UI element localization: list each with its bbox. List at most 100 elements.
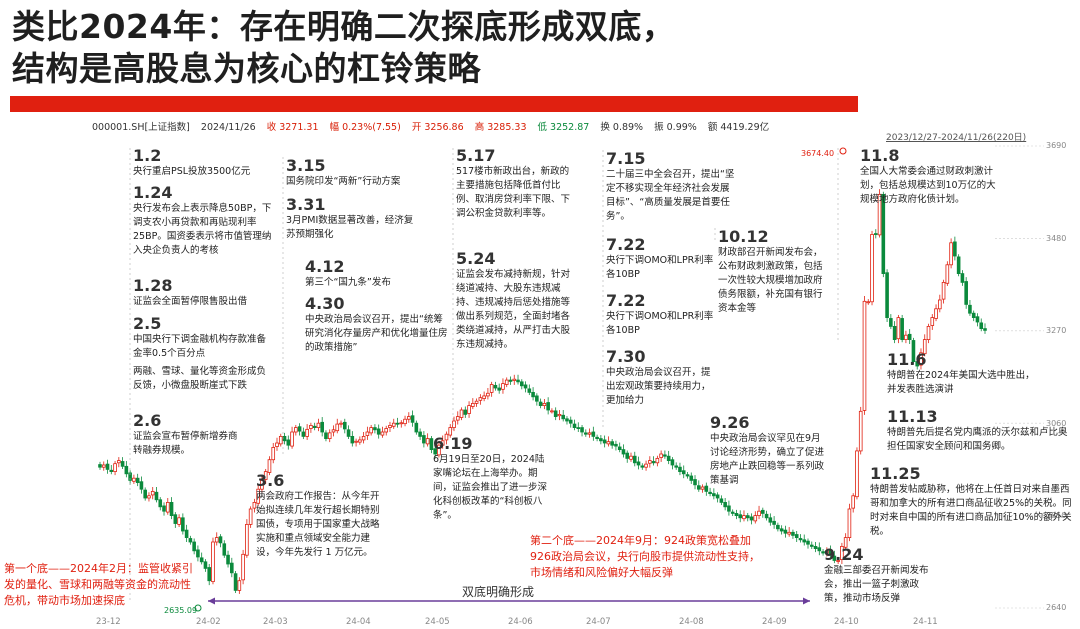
candle-body: [602, 439, 607, 444]
candle-body: [150, 490, 155, 496]
candle-body: [858, 410, 863, 452]
candle-body: [975, 316, 980, 323]
candle-body: [433, 448, 437, 455]
candle-body: [670, 459, 675, 466]
candle-body: [128, 472, 132, 481]
y-tick-label: 2640: [1046, 603, 1067, 612]
annotation-3-15: 3.15 国务院印发“两新”行动方案: [286, 156, 446, 189]
double-bottom-caption: 双底明确形成: [462, 585, 535, 599]
candle-body: [425, 438, 430, 445]
candle-body: [309, 424, 313, 429]
annotation-date: 5.17: [456, 146, 496, 165]
candle-body: [934, 308, 938, 319]
candle-body: [584, 432, 588, 435]
index-code: 000001.SH[上证指数]: [92, 122, 190, 133]
annotation-date: 4.30: [305, 294, 345, 313]
candle-body: [497, 387, 501, 391]
annotation-2-6: 2.6 证监会宣布暂停新增券商转融券规模。: [133, 411, 243, 458]
y-tick-label: 3480: [1046, 234, 1067, 243]
candle-body: [587, 432, 592, 435]
candle-body: [226, 554, 230, 565]
candle-body: [956, 256, 961, 275]
annotation-7-30: 7.30 中央政治局会议召开，提出宏观政策要持续用力，更加给力: [606, 347, 718, 408]
candle-body: [188, 538, 193, 543]
annotation-text: 全国人大常委会通过财政刺激计划，包括总规模达到10万亿的大规模地方政府化债计划。: [860, 166, 996, 205]
candle-body: [358, 439, 362, 443]
candle-body: [979, 322, 984, 330]
candle-body: [922, 339, 927, 355]
candle-body: [621, 449, 626, 455]
annotation-date: 1.24: [133, 183, 173, 202]
annotation-date: 4.12: [305, 257, 345, 276]
x-tick-label: 24-03: [263, 617, 288, 627]
candle-body: [512, 378, 517, 381]
candle-body: [907, 333, 912, 341]
candle-body: [245, 524, 249, 556]
candle-body: [493, 384, 498, 389]
candle-body: [817, 547, 822, 552]
candle-body: [527, 388, 532, 393]
candle-body: [595, 436, 599, 439]
annotation-11-6: 11.6 特朗普在2024年美国大选中胜出，并发表胜选演讲: [887, 350, 1037, 397]
candle-body: [723, 501, 727, 508]
annotation-text: 金融三部委召开新闻发布会，推出一篮子刺激政策，推动市场反弹: [824, 565, 929, 604]
candle-body: [440, 440, 445, 446]
annotation-date: 11.25: [870, 464, 921, 483]
candle-body: [678, 466, 682, 473]
candle-body: [135, 477, 140, 484]
candle-body: [960, 273, 965, 283]
candle-body: [776, 524, 780, 530]
candle-body: [561, 414, 566, 420]
candle-body: [324, 432, 328, 440]
low-value: 低 3252.87: [537, 122, 590, 133]
candle-body: [553, 410, 558, 418]
annotation-date: 2.5: [133, 314, 162, 333]
candle-body: [968, 304, 972, 314]
candle-body: [278, 435, 283, 445]
candle-body: [632, 455, 637, 464]
candle-body: [143, 489, 147, 499]
annotation-date: 9.24: [824, 545, 864, 564]
x-tick-label: 24-09: [762, 617, 787, 627]
candle-body: [346, 429, 351, 437]
candle-body: [693, 479, 697, 486]
annotation-text: 特朗普在2024年美国大选中胜出，并发表胜选演讲: [887, 370, 1035, 395]
candle-body: [410, 415, 415, 423]
candle-body: [779, 528, 784, 532]
candle-body: [448, 427, 453, 436]
candle-body: [666, 455, 671, 462]
candle-body: [523, 384, 528, 389]
candle-body: [203, 561, 208, 569]
candle-body: [331, 429, 336, 433]
candle-body: [474, 400, 479, 404]
annotation-text: 两会政府工作报告：从今年开始拟连续几年发行超长期特别国债，专项用于国家重大战略实…: [256, 491, 380, 558]
candle-body: [177, 517, 181, 525]
candle-body: [350, 435, 355, 444]
annotation-text: 两融、雪球、量化等资金形成负反馈，小微盘股断崖式下跌: [133, 366, 267, 391]
candle-body: [452, 420, 456, 428]
candle-body: [900, 318, 904, 341]
candle-body: [644, 463, 648, 468]
candle-body: [565, 418, 569, 422]
candle-body: [252, 501, 257, 509]
high-value: 高 3285.33: [474, 122, 527, 133]
x-tick-label: 23-12: [96, 617, 121, 627]
candle-body: [214, 537, 219, 543]
candle-body: [719, 498, 724, 503]
candle-body: [727, 505, 731, 512]
candle-body: [783, 529, 788, 534]
candle-body: [568, 419, 573, 424]
candle-body: [369, 427, 373, 434]
candle-body: [873, 233, 878, 235]
candle-body: [655, 457, 660, 464]
candle-body: [904, 334, 908, 341]
candle-body: [105, 463, 110, 470]
candle-body: [531, 391, 535, 398]
candle-body: [700, 486, 705, 490]
x-tick-label: 24-05: [425, 617, 450, 627]
candle-body: [715, 494, 720, 499]
candle-body: [964, 281, 968, 305]
candle-body: [98, 464, 102, 468]
candle-body: [414, 422, 419, 433]
